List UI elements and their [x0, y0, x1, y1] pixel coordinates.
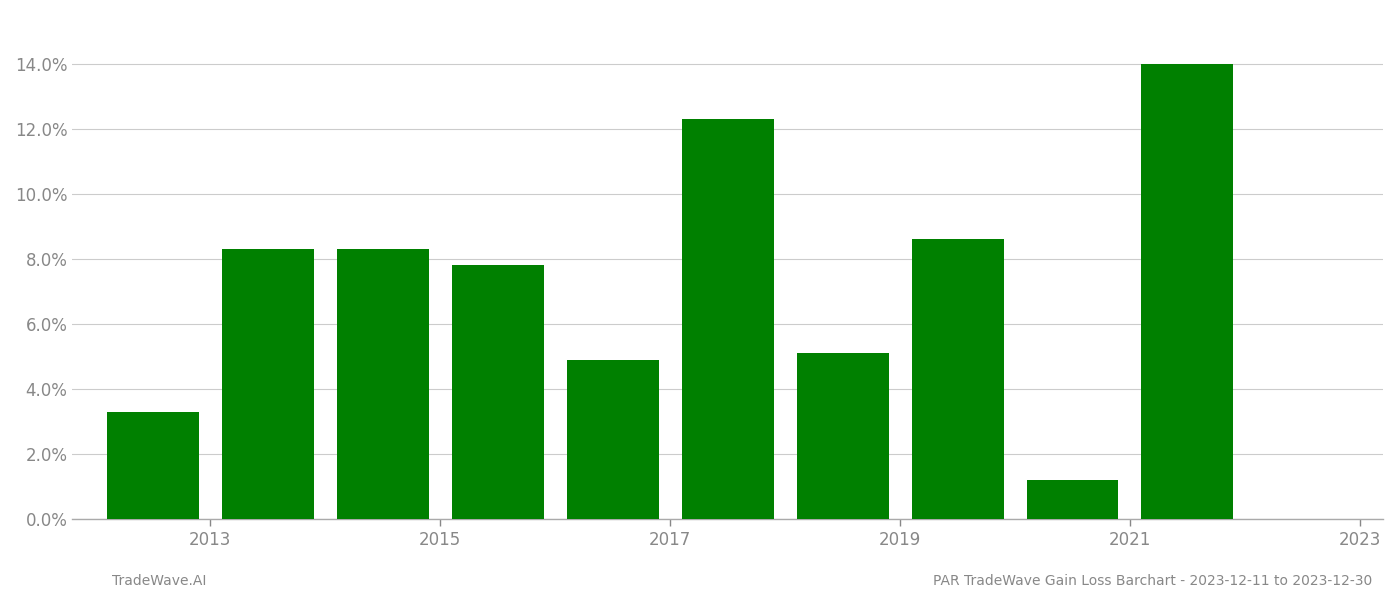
Bar: [797, 353, 889, 519]
Bar: [106, 412, 199, 519]
Text: PAR TradeWave Gain Loss Barchart - 2023-12-11 to 2023-12-30: PAR TradeWave Gain Loss Barchart - 2023-…: [932, 574, 1372, 588]
Bar: [337, 249, 428, 519]
Bar: [682, 119, 774, 519]
Bar: [452, 265, 543, 519]
Bar: [911, 239, 1004, 519]
Bar: [1026, 480, 1119, 519]
Bar: [1141, 64, 1233, 519]
Text: TradeWave.AI: TradeWave.AI: [112, 574, 206, 588]
Bar: [567, 360, 659, 519]
Bar: [223, 249, 314, 519]
